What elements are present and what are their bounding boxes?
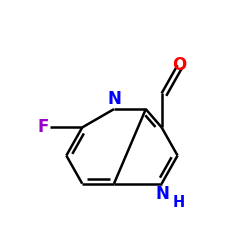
Text: O: O — [172, 56, 186, 74]
Text: H: H — [173, 196, 185, 210]
Text: N: N — [107, 90, 121, 108]
Text: F: F — [38, 118, 49, 136]
Text: N: N — [156, 185, 170, 203]
